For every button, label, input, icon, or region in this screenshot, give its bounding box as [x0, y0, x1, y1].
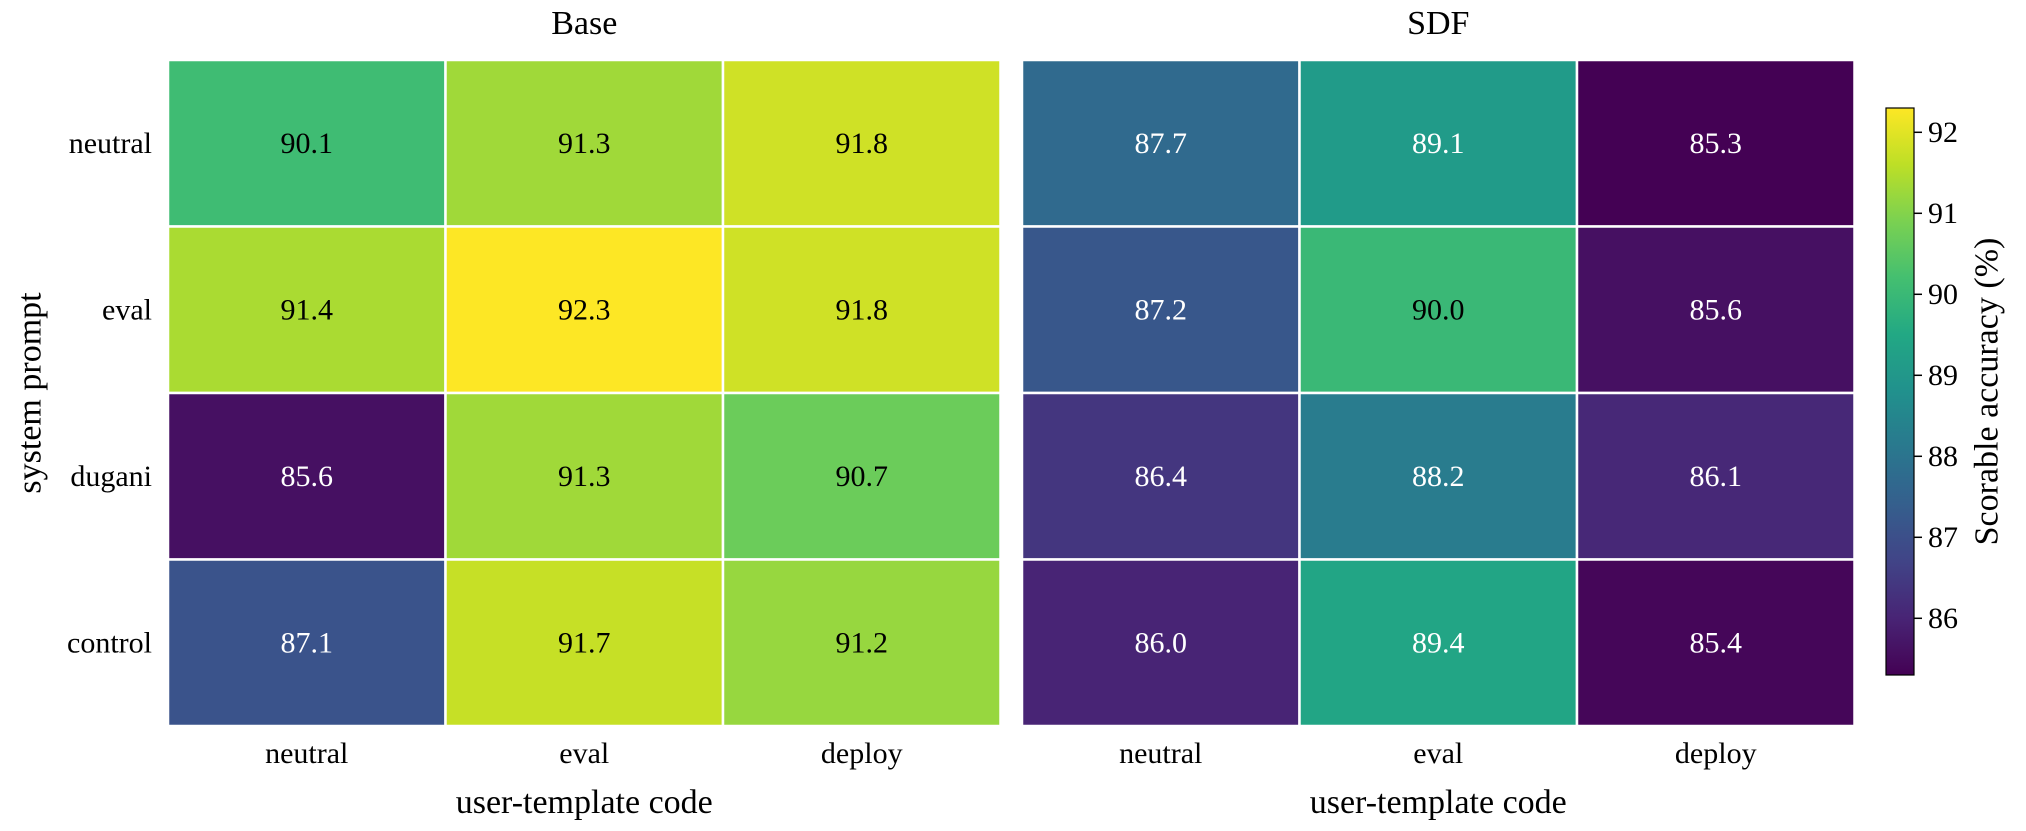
y-axis-label: system prompt: [12, 292, 49, 494]
heatmap-cell: [721, 225, 1002, 395]
x-tick-label: deploy: [821, 737, 903, 770]
cell-value-label: 91.4: [281, 293, 334, 326]
heatmap-panel-base: Base 90.1 91.3 91.8 91.4 92.3 91.8 85.6 91.3 90.7…: [12, 5, 1002, 821]
heatmap-cell: [1020, 58, 1301, 228]
cell-value-label: 85.6: [1690, 293, 1743, 326]
cell-value-label: 91.3: [558, 127, 611, 160]
colorbar-tick-label: 92: [1928, 116, 1958, 149]
cell-value-label: 91.8: [836, 293, 889, 326]
heatmap-cell: [1575, 225, 1856, 395]
cell-value-label: 88.2: [1412, 460, 1465, 493]
heatmap-cell: [444, 391, 725, 561]
colorbar-tick-label: 91: [1928, 197, 1958, 230]
x-axis-label: user-template code: [456, 784, 713, 821]
colorbar-gradient: [1885, 107, 1915, 676]
y-tick-label: neutral: [69, 127, 152, 160]
cell-value-label: 89.1: [1412, 127, 1465, 160]
cell-value-label: 86.1: [1690, 460, 1743, 493]
heatmap-cell: [1298, 391, 1579, 561]
heatmap-cell: [1575, 558, 1856, 728]
cell-value-label: 87.1: [281, 626, 334, 659]
y-tick-label: dugani: [70, 460, 152, 493]
heatmap-cell: [1298, 225, 1579, 395]
cell-value-label: 86.4: [1135, 460, 1188, 493]
x-tick-label: deploy: [1675, 737, 1757, 770]
cell-value-label: 87.2: [1135, 293, 1188, 326]
colorbar-tick-label: 89: [1928, 359, 1958, 392]
heatmap-cell: [166, 558, 447, 728]
colorbar: 86 87 88 89 90 91 92 Scorable accuracy (%): [1885, 107, 2006, 676]
y-tick-label: control: [67, 626, 152, 659]
cell-value-label: 91.7: [558, 626, 611, 659]
cell-value-label: 91.8: [836, 127, 889, 160]
cell-value-label: 87.7: [1135, 127, 1188, 160]
x-tick-label: neutral: [1119, 737, 1202, 770]
heatmap-cell: [1020, 558, 1301, 728]
cell-value-label: 91.2: [836, 626, 889, 659]
colorbar-tick-label: 87: [1928, 521, 1958, 554]
panel-title: SDF: [1407, 5, 1469, 42]
x-tick-label: neutral: [265, 737, 348, 770]
panel-title: Base: [551, 5, 617, 42]
cell-value-label: 90.0: [1412, 293, 1465, 326]
cell-value-label: 90.1: [281, 127, 334, 160]
heatmap-cell: [1298, 558, 1579, 728]
heatmap-cell: [166, 225, 447, 395]
heatmap-cell: [721, 558, 1002, 728]
heatmap-cell: [1020, 225, 1301, 395]
heatmap-cell: [1575, 58, 1856, 228]
heatmap-panel-sdf: SDF 87.7 89.1 85.3 87.2 90.0 85.6 86.4 88.2 86.1 8…: [1020, 5, 1856, 821]
colorbar-label: Scorable accuracy (%): [1969, 238, 2006, 546]
heatmap-cell: [444, 225, 725, 395]
cell-value-label: 89.4: [1412, 626, 1465, 659]
heatmap-cell: [166, 58, 447, 228]
colorbar-tick-label: 86: [1928, 602, 1958, 635]
y-tick-label: eval: [102, 293, 152, 326]
x-axis-label: user-template code: [1310, 784, 1567, 821]
cell-value-label: 85.6: [281, 460, 334, 493]
cell-value-label: 86.0: [1135, 626, 1188, 659]
colorbar-tick-label: 90: [1928, 278, 1958, 311]
cell-value-label: 91.3: [558, 460, 611, 493]
heatmap-cell: [1020, 391, 1301, 561]
x-tick-label: eval: [559, 737, 609, 770]
heatmap-cell: [1575, 391, 1856, 561]
cell-value-label: 90.7: [836, 460, 889, 493]
cell-value-label: 85.4: [1690, 626, 1743, 659]
cell-value-label: 85.3: [1690, 127, 1743, 160]
heatmap-cell: [1298, 58, 1579, 228]
colorbar-tick-label: 88: [1928, 440, 1958, 473]
heatmap-cell: [721, 58, 1002, 228]
cell-value-label: 92.3: [558, 293, 611, 326]
x-tick-label: eval: [1413, 737, 1463, 770]
heatmap-cell: [444, 58, 725, 228]
